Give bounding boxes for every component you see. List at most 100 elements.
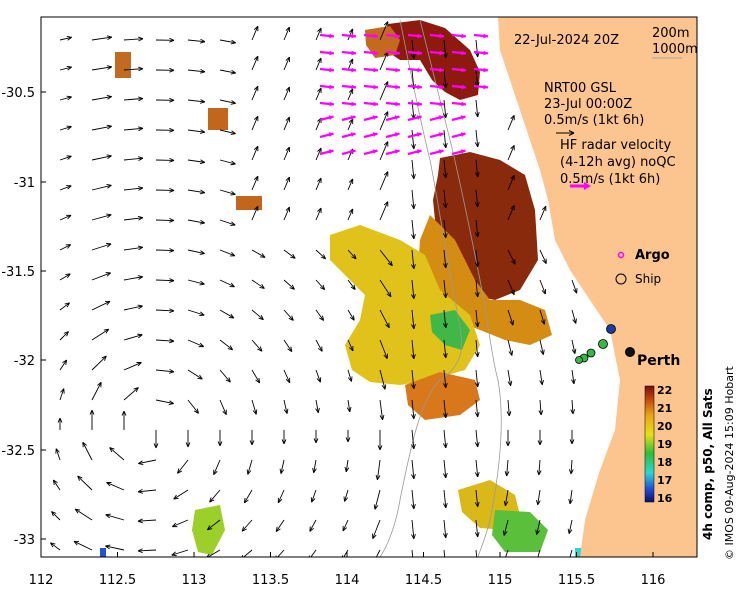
model-arrow: [187, 38, 206, 44]
radar-arrow: [385, 67, 401, 73]
model-arrow: [347, 279, 356, 290]
model-arrow: [571, 369, 576, 385]
model-arrow: [507, 114, 515, 131]
model-arrow: [155, 369, 175, 374]
model-arrow: [474, 129, 480, 148]
model-arrow: [109, 447, 125, 461]
model-arrow: [315, 207, 322, 221]
y-tick-label: -32.5: [1, 444, 35, 459]
colorbar: [644, 385, 655, 503]
radar-arrow: [341, 67, 357, 73]
model-arrow: [567, 519, 573, 534]
model-arrow: [187, 159, 206, 165]
radar-arrow: [385, 33, 401, 39]
model-arrow: [570, 399, 576, 415]
model-arrow: [243, 489, 253, 504]
model-arrow: [219, 189, 236, 196]
bathymetry-contours: [379, 19, 502, 557]
model-arrow: [538, 399, 544, 416]
model-arrow: [345, 430, 351, 443]
radar-arrow: [341, 115, 356, 122]
model-arrow: [155, 127, 175, 133]
model-arrow: [91, 35, 113, 41]
radar-arrow: [429, 149, 444, 156]
model-arrow: [251, 249, 266, 258]
model-arrow: [219, 309, 235, 319]
model-arrow: [537, 430, 543, 446]
model-arrow: [217, 430, 223, 447]
model-arrow: [123, 215, 144, 221]
model-arrow: [411, 249, 416, 270]
model-arrow: [474, 489, 480, 508]
model-arrow: [379, 249, 393, 267]
model-legend-line3: 0.5m/s (1kt 6h): [544, 113, 644, 128]
radar-arrow: [407, 115, 422, 122]
model-arrow: [310, 489, 317, 503]
colorbar-tick-label: 22: [657, 384, 672, 397]
hf-radar-arrows: [319, 33, 489, 156]
model-arrow: [474, 249, 480, 268]
model-arrow: [379, 279, 392, 298]
model-arrow: [219, 369, 231, 383]
model-arrow: [91, 381, 102, 401]
model-arrow: [571, 279, 578, 294]
model-arrow: [91, 213, 112, 221]
model-legend-line1: NRT00 GSL: [544, 81, 617, 96]
model-arrow: [474, 219, 480, 238]
model-arrow: [507, 279, 515, 296]
model-arrow: [123, 66, 144, 72]
model-arrow: [411, 549, 414, 557]
y-tick-label: -33: [14, 533, 35, 548]
model-arrow: [313, 430, 319, 444]
model-arrow: [539, 279, 546, 295]
radar-arrow: [341, 101, 357, 107]
model-arrow: [411, 459, 416, 480]
radar-arrow: [341, 149, 356, 156]
model-arrow: [379, 171, 389, 191]
model-arrow: [187, 189, 206, 195]
model-arrow: [187, 99, 206, 104]
model-arrow: [59, 65, 72, 71]
model-arrow: [411, 429, 416, 450]
model-arrow: [251, 205, 259, 221]
model-arrow: [283, 369, 291, 384]
model-arrow: [443, 429, 448, 449]
radar-arrow: [451, 84, 467, 90]
model-arrow: [411, 219, 416, 240]
model-arrow: [155, 308, 175, 314]
model-arrow: [347, 208, 354, 221]
model-arrow: [505, 549, 509, 557]
plot-frame: [40, 16, 698, 558]
y-tick-label: -32: [14, 354, 35, 369]
model-arrow: [539, 309, 546, 325]
model-arrow: [347, 369, 353, 382]
model-arrow: [155, 248, 175, 253]
model-arrow: [251, 85, 259, 101]
model-arrow: [59, 302, 70, 311]
radar-arrow: [407, 149, 422, 156]
model-arrow: [283, 56, 290, 71]
model-arrow: [347, 28, 354, 41]
model-arrow: [568, 489, 573, 505]
model-arrow: [219, 339, 234, 351]
model-arrow: [474, 369, 480, 388]
model-arrow: [411, 489, 416, 510]
model-arrow: [251, 115, 259, 131]
model-arrow: [507, 204, 515, 221]
model-arrow: [249, 430, 255, 446]
model-arrow: [504, 459, 510, 477]
model-arrow: [251, 369, 261, 384]
radar-arrow: [407, 101, 423, 107]
sst-patch-green: [430, 310, 470, 350]
radar-arrow: [473, 50, 489, 56]
x-tick-label: 116: [641, 573, 666, 588]
radar-arrow: [341, 33, 357, 39]
model-arrow: [539, 369, 544, 386]
model-arrow: [379, 309, 390, 329]
radar-arrow: [385, 84, 401, 90]
model-arrow: [443, 189, 448, 209]
model-arrow: [219, 159, 236, 166]
model-arrow: [474, 99, 480, 118]
model-arrow: [123, 333, 143, 341]
radar-arrow: [319, 101, 335, 107]
